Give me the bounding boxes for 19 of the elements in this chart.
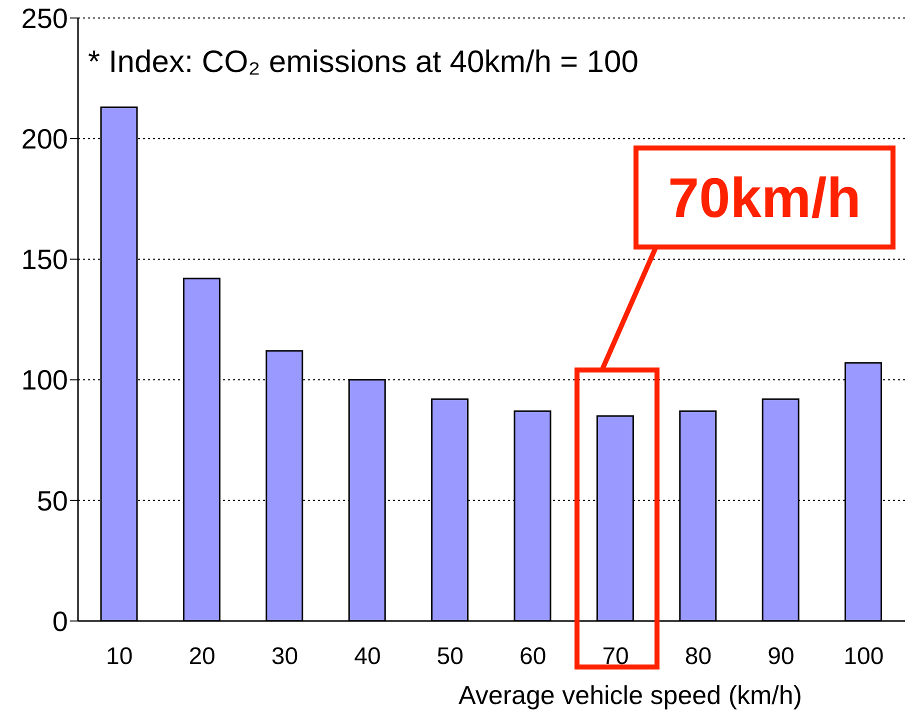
y-tick-label: 0: [52, 606, 68, 637]
y-tick-label: 50: [36, 485, 68, 516]
x-tick-label: 100: [844, 643, 884, 670]
x-tick-label: 70: [602, 643, 629, 670]
y-tick-label: 200: [21, 124, 68, 155]
x-tick-label: 90: [768, 643, 794, 670]
x-tick-label: 80: [684, 643, 712, 670]
x-tick-label: 40: [354, 643, 381, 670]
y-tick-label: 250: [21, 2, 68, 34]
x-tick-label: 10: [106, 643, 133, 670]
x-axis-title: Average vehicle speed (km/h): [458, 680, 802, 711]
x-tick-label: 60: [520, 643, 546, 670]
y-tick-label: 100: [21, 364, 68, 396]
y-tick-label: 150: [21, 244, 68, 276]
annotation: 70km/h: [667, 165, 862, 231]
x-tick-label: 20: [188, 643, 216, 670]
annotation: * Index: CO₂ emissions at 40km/h = 100: [88, 44, 638, 80]
x-tick-label: 50: [436, 643, 464, 670]
x-tick-label: 30: [271, 643, 298, 670]
